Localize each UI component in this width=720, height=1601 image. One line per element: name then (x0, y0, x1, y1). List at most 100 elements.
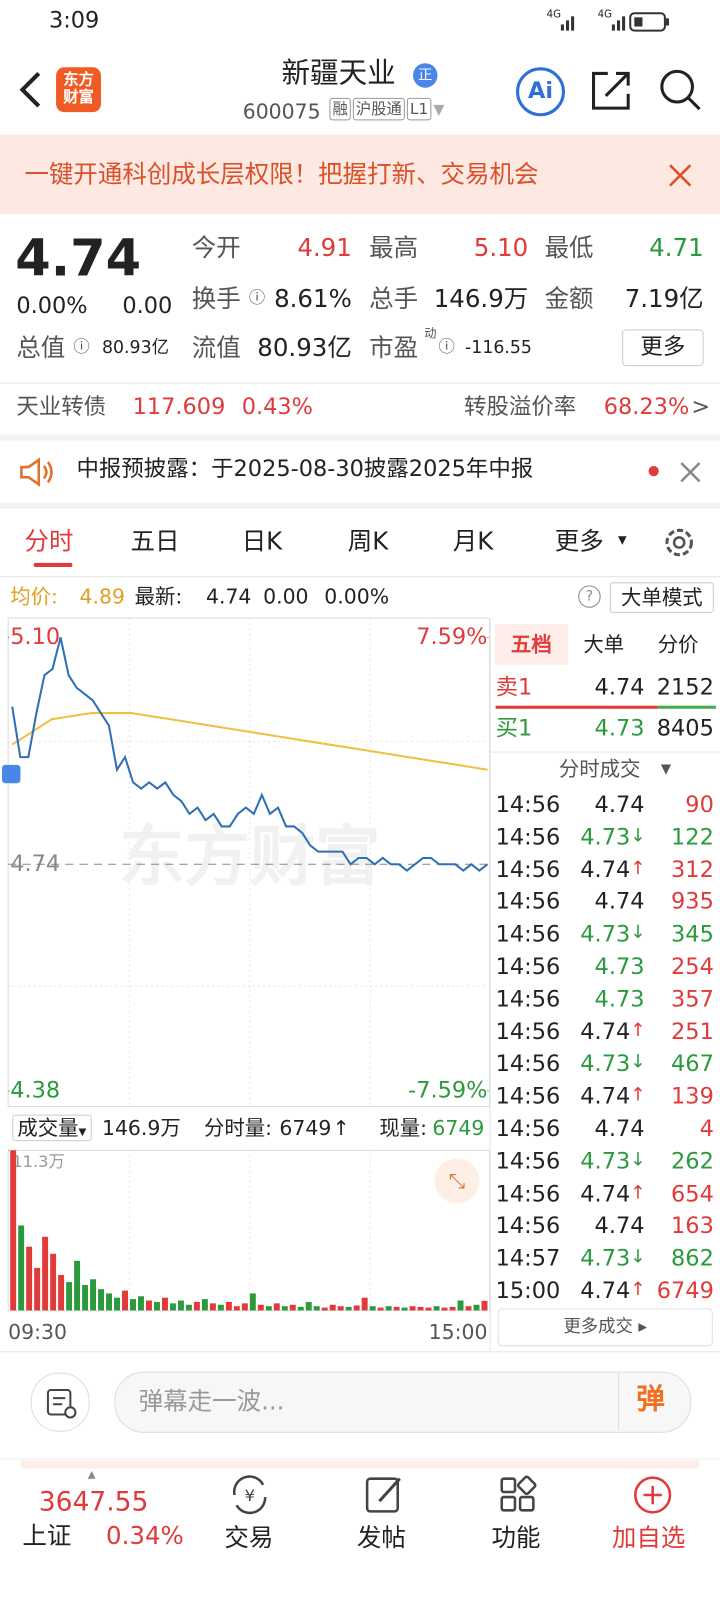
volume-bar (225, 1301, 232, 1311)
notice-text: 中报预披露：于2025-08-30披露2025年中报 (76, 456, 534, 483)
info-icon[interactable]: ⓘ (438, 336, 455, 356)
field-label: 今开 (191, 233, 241, 263)
help-icon[interactable]: ? (578, 585, 601, 608)
y-tick-label: 5.10 (10, 624, 60, 650)
volume-bar (401, 1307, 408, 1311)
bid-bar (657, 705, 716, 709)
last-price: 4.74 (15, 228, 142, 288)
trade-time: 14:56 (495, 954, 561, 981)
trade-price: 4.74 (594, 792, 645, 818)
arrow[interactable]: > (691, 394, 711, 421)
trade-time: 15:00 (495, 1278, 561, 1305)
volume-bar (185, 1304, 192, 1311)
tab[interactable]: 周K (347, 527, 389, 556)
change-pct: 0.00% (16, 293, 88, 320)
volume-bar (441, 1307, 448, 1311)
volume-bar (345, 1306, 352, 1311)
volume-bar (90, 1279, 97, 1311)
book-tab[interactable]: 分价 (657, 632, 699, 657)
volume-bar (481, 1300, 488, 1311)
period-volume: 6749 (279, 1115, 332, 1141)
latest-pct: 0.00% (324, 584, 390, 609)
field-value: 8.61% (274, 284, 352, 314)
nav-item[interactable]: 交易 (224, 1523, 274, 1553)
trade-price: 4.73 (594, 986, 645, 1013)
search-button[interactable] (658, 67, 703, 112)
trade-dir: ↓ (630, 1149, 646, 1171)
dropdown-icon[interactable]: ▼ (433, 101, 445, 119)
index-value[interactable]: 3647.55 (38, 1486, 149, 1518)
volume-bar (457, 1300, 464, 1311)
trades-title[interactable]: 分时成交 (558, 756, 641, 782)
settings-button[interactable] (661, 524, 698, 561)
trade-dir: ↓ (630, 824, 646, 847)
field-value: 4.91 (297, 233, 352, 263)
tab[interactable]: 月K (452, 527, 494, 556)
avg-label: 均价: (10, 584, 58, 609)
field-value: 7.19亿 (624, 284, 704, 314)
book-tab[interactable]: 五档 (494, 624, 569, 665)
nav-item[interactable]: 发帖 (356, 1523, 406, 1553)
field-label: 总值 (16, 333, 66, 363)
volume-bar (177, 1300, 184, 1311)
trade-volume: 4 (699, 1116, 714, 1143)
promo-banner[interactable] (0, 134, 720, 215)
tab[interactable]: 更多 (554, 527, 604, 556)
bid-label: 买1 (495, 715, 533, 742)
expand-button[interactable]: ⤡ (434, 1158, 480, 1204)
tab[interactable]: 日K (241, 527, 283, 556)
mode-button[interactable]: 大单模式 (609, 582, 714, 613)
tab-indicator (33, 562, 73, 568)
tab[interactable]: 分时 (24, 527, 74, 556)
trade-icon: ¥ (232, 1475, 267, 1515)
back-button[interactable] (14, 69, 45, 110)
trade-volume: 862 (671, 1246, 714, 1272)
more-button[interactable]: 更多 (622, 329, 704, 367)
app-logo[interactable]: 东方 财富 (56, 67, 101, 113)
share-button[interactable] (589, 67, 634, 112)
price-line (11, 637, 489, 872)
trade-volume: 90 (685, 792, 714, 818)
divider (0, 434, 720, 441)
trade-price: 4.73 (580, 1051, 631, 1078)
volume-bar (465, 1306, 472, 1311)
danmaku-button[interactable]: 弹 (636, 1381, 665, 1416)
volume-selector[interactable]: 成交量▼ (12, 1114, 92, 1142)
ai-button[interactable]: Ai (516, 67, 565, 117)
close-button[interactable] (668, 163, 692, 187)
danmaku-icon[interactable] (30, 1372, 90, 1432)
volume-bar (409, 1306, 416, 1311)
trade-time: 14:56 (495, 824, 561, 851)
volume-bar (265, 1306, 272, 1311)
info-icon[interactable]: ⓘ (73, 336, 90, 356)
index-name[interactable]: 上证 (22, 1521, 72, 1551)
more-trades-button[interactable]: 更多成交 ▸ (497, 1308, 713, 1347)
volume-bar (369, 1306, 376, 1311)
volume-bar (417, 1306, 424, 1311)
volume-bar (233, 1306, 240, 1311)
volume-bar (313, 1306, 320, 1311)
volume-bar (18, 1225, 25, 1311)
tab[interactable]: 五日 (130, 527, 180, 556)
marker-s (2, 764, 21, 784)
volume-bar (353, 1305, 360, 1311)
status-icons (560, 12, 669, 32)
volume-frame (7, 1149, 491, 1311)
volume-bar (10, 1150, 17, 1311)
volume-bar (98, 1289, 105, 1311)
comment-input[interactable] (114, 1371, 692, 1433)
index-pct[interactable]: 0.34% (106, 1521, 184, 1551)
nav-item[interactable]: 加自选 (611, 1523, 686, 1553)
trade-volume: 935 (671, 889, 714, 916)
volume-bar (209, 1303, 216, 1311)
info-icon[interactable]: ⓘ (248, 287, 266, 307)
book-tab[interactable]: 大单 (583, 632, 625, 657)
divider (617, 1372, 620, 1430)
nav-item[interactable]: 功能 (491, 1523, 541, 1553)
close-button[interactable] (679, 461, 701, 483)
ask-label: 卖1 (495, 675, 533, 701)
trade-price: 4.74 (580, 857, 631, 883)
trade-dir: ↑ (630, 1084, 646, 1106)
bond-pct: 0.43% (241, 394, 313, 421)
